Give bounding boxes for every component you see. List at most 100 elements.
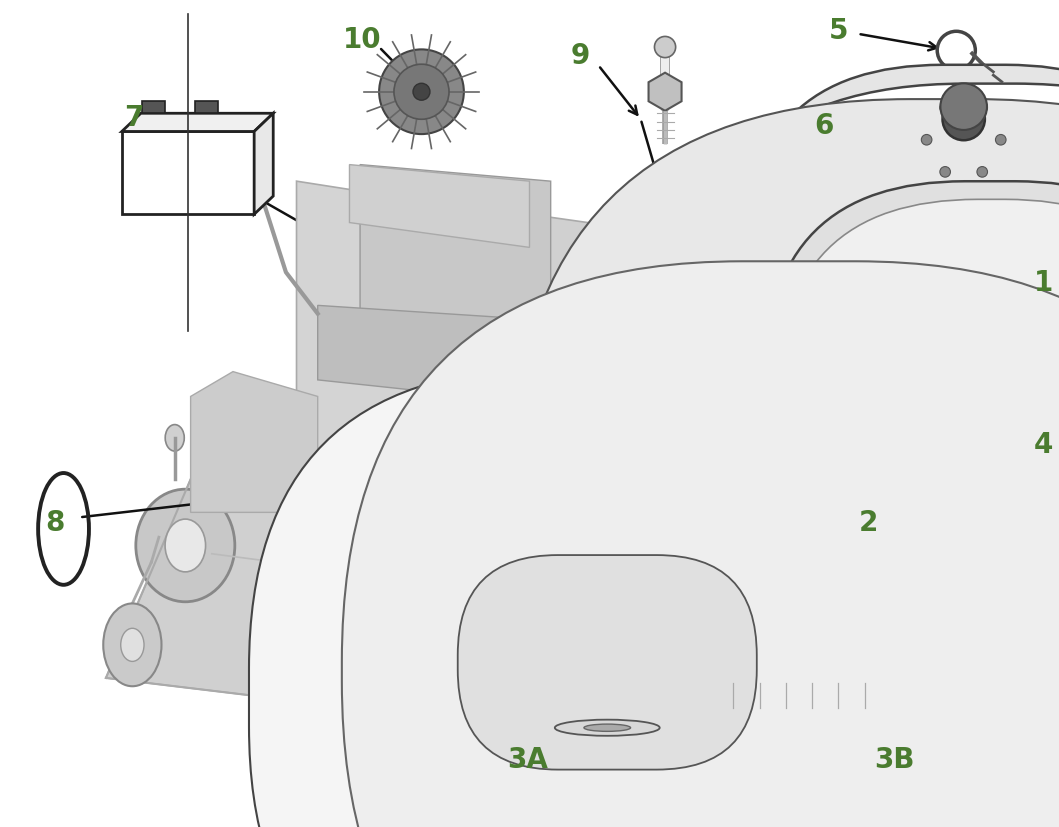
Ellipse shape xyxy=(306,554,320,562)
Circle shape xyxy=(921,136,932,146)
Ellipse shape xyxy=(304,509,318,517)
Circle shape xyxy=(1007,280,1017,290)
Ellipse shape xyxy=(620,692,641,722)
Ellipse shape xyxy=(612,691,627,699)
Ellipse shape xyxy=(661,645,675,653)
Ellipse shape xyxy=(611,645,625,653)
Ellipse shape xyxy=(608,554,622,562)
Ellipse shape xyxy=(505,509,519,517)
Ellipse shape xyxy=(609,600,623,608)
Circle shape xyxy=(413,84,430,101)
FancyBboxPatch shape xyxy=(195,102,218,114)
Ellipse shape xyxy=(460,645,473,653)
Ellipse shape xyxy=(560,645,574,653)
Ellipse shape xyxy=(389,643,447,721)
Ellipse shape xyxy=(606,509,620,517)
Circle shape xyxy=(997,504,1013,521)
Ellipse shape xyxy=(310,691,325,699)
FancyBboxPatch shape xyxy=(249,369,966,827)
Circle shape xyxy=(1030,267,1040,277)
Ellipse shape xyxy=(712,645,725,653)
Ellipse shape xyxy=(559,600,573,608)
Ellipse shape xyxy=(584,724,630,731)
Text: 3B: 3B xyxy=(875,745,915,773)
Ellipse shape xyxy=(508,600,522,608)
Polygon shape xyxy=(122,114,273,132)
Ellipse shape xyxy=(507,554,521,562)
Ellipse shape xyxy=(309,645,323,653)
Ellipse shape xyxy=(555,719,660,736)
Ellipse shape xyxy=(499,660,550,730)
FancyBboxPatch shape xyxy=(519,620,895,782)
Text: 8: 8 xyxy=(46,509,65,537)
Ellipse shape xyxy=(358,600,372,608)
Ellipse shape xyxy=(656,509,669,517)
FancyBboxPatch shape xyxy=(342,262,1059,827)
Ellipse shape xyxy=(555,509,569,517)
Ellipse shape xyxy=(706,509,720,517)
Ellipse shape xyxy=(557,554,571,562)
Ellipse shape xyxy=(510,645,524,653)
Ellipse shape xyxy=(411,691,426,699)
FancyBboxPatch shape xyxy=(742,65,1059,505)
Text: 9: 9 xyxy=(571,42,590,70)
Ellipse shape xyxy=(407,667,430,698)
Ellipse shape xyxy=(605,670,656,744)
Polygon shape xyxy=(349,165,530,248)
Polygon shape xyxy=(688,447,826,579)
Circle shape xyxy=(943,98,985,141)
Ellipse shape xyxy=(165,425,184,452)
Ellipse shape xyxy=(407,554,420,562)
Ellipse shape xyxy=(660,600,674,608)
Circle shape xyxy=(1038,280,1047,290)
Ellipse shape xyxy=(359,645,373,653)
FancyBboxPatch shape xyxy=(457,556,757,770)
Circle shape xyxy=(394,65,449,120)
Circle shape xyxy=(995,136,1006,146)
Polygon shape xyxy=(360,165,551,356)
Ellipse shape xyxy=(136,490,235,602)
Circle shape xyxy=(940,103,951,114)
Circle shape xyxy=(1022,280,1033,291)
Ellipse shape xyxy=(513,691,525,699)
FancyBboxPatch shape xyxy=(509,100,1059,827)
Ellipse shape xyxy=(121,629,144,662)
Text: 1: 1 xyxy=(1034,269,1053,297)
Polygon shape xyxy=(297,182,826,554)
Polygon shape xyxy=(106,430,826,744)
Ellipse shape xyxy=(454,509,468,517)
FancyBboxPatch shape xyxy=(765,182,1059,595)
Ellipse shape xyxy=(562,691,576,699)
Circle shape xyxy=(930,107,998,174)
Ellipse shape xyxy=(459,600,472,608)
Text: 4: 4 xyxy=(1034,431,1053,459)
Ellipse shape xyxy=(410,645,424,653)
Text: 3A: 3A xyxy=(507,745,548,773)
Polygon shape xyxy=(254,114,273,215)
Ellipse shape xyxy=(658,554,671,562)
Text: 10: 10 xyxy=(343,26,381,54)
Polygon shape xyxy=(530,215,762,397)
Circle shape xyxy=(1030,294,1040,304)
Ellipse shape xyxy=(356,554,370,562)
Ellipse shape xyxy=(361,691,375,699)
Ellipse shape xyxy=(408,600,421,608)
Polygon shape xyxy=(297,480,445,554)
Text: 7: 7 xyxy=(124,104,143,132)
Ellipse shape xyxy=(514,680,535,709)
Text: 5: 5 xyxy=(829,17,848,45)
Circle shape xyxy=(977,167,988,178)
Text: 2: 2 xyxy=(859,509,878,537)
Circle shape xyxy=(1015,267,1024,277)
Ellipse shape xyxy=(710,600,723,608)
FancyBboxPatch shape xyxy=(665,84,1059,762)
Ellipse shape xyxy=(682,536,790,655)
Circle shape xyxy=(1015,294,1024,304)
Polygon shape xyxy=(318,306,572,405)
Ellipse shape xyxy=(456,554,470,562)
Circle shape xyxy=(866,504,883,521)
Ellipse shape xyxy=(714,571,758,620)
Ellipse shape xyxy=(663,691,677,699)
Circle shape xyxy=(940,84,987,131)
FancyBboxPatch shape xyxy=(142,102,165,114)
